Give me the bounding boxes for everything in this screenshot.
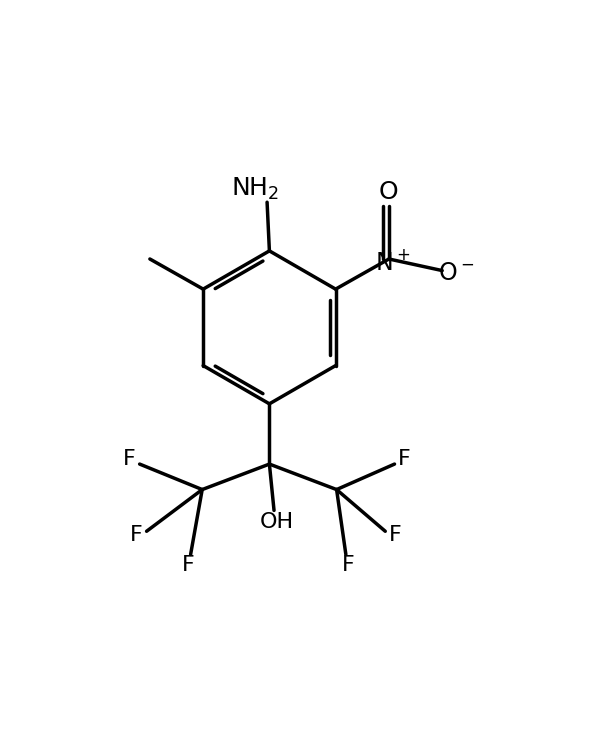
Text: F: F (123, 448, 136, 468)
Text: F: F (389, 525, 402, 545)
Text: F: F (182, 555, 195, 575)
Text: OH: OH (260, 512, 294, 532)
Text: F: F (130, 525, 143, 545)
Text: O$^-$: O$^-$ (438, 261, 474, 285)
Text: F: F (342, 555, 355, 575)
Text: F: F (398, 448, 411, 468)
Text: N$^+$: N$^+$ (375, 250, 410, 275)
Text: O: O (379, 180, 399, 204)
Text: NH$_2$: NH$_2$ (231, 176, 280, 202)
